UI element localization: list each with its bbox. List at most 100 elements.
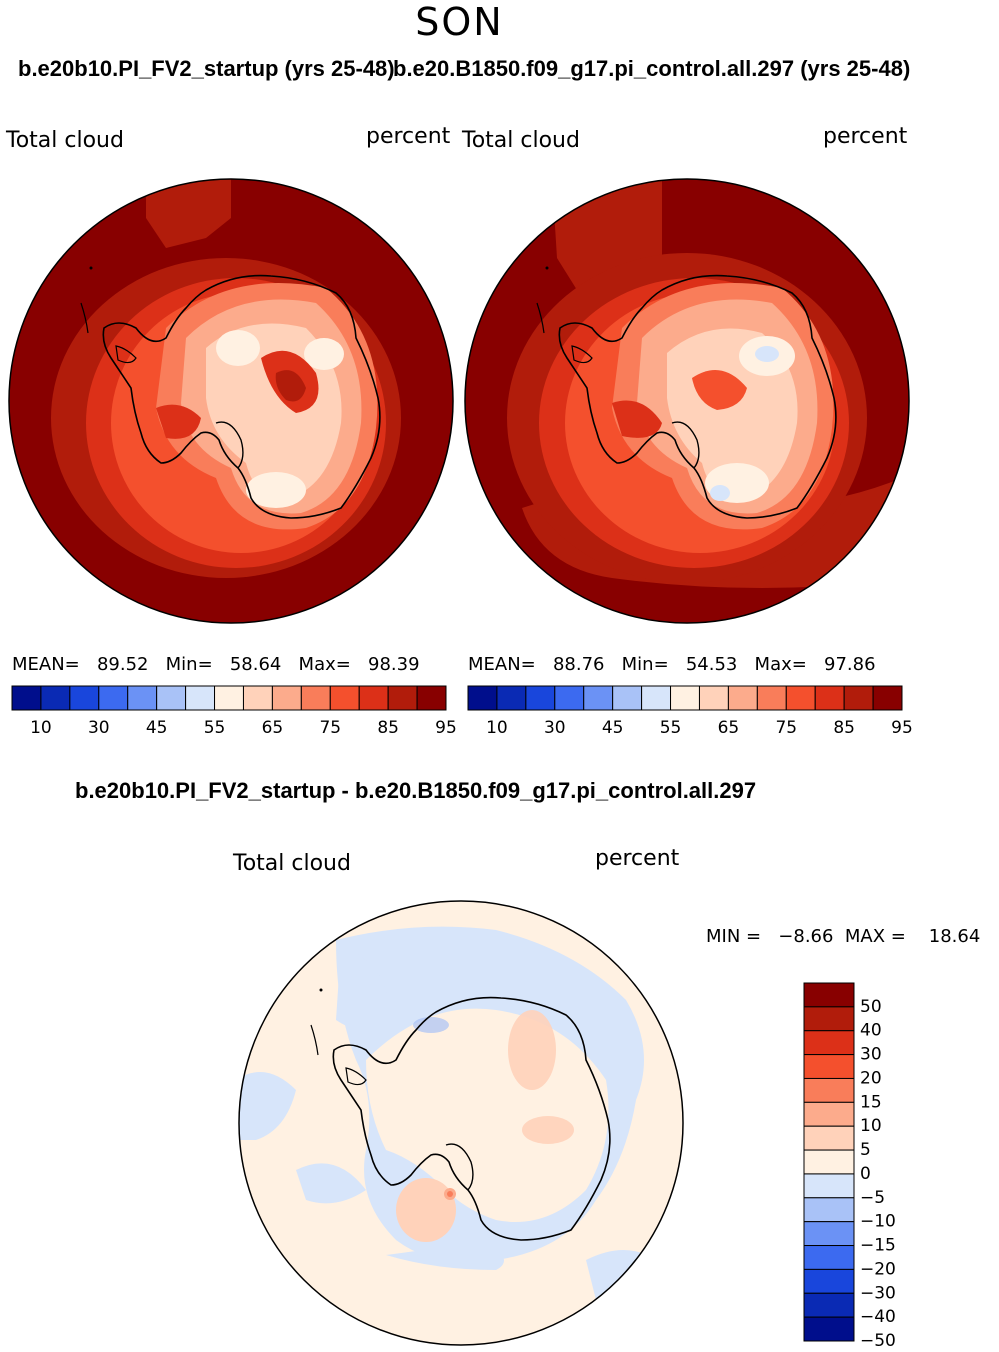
colorbar-left-tick-label: 75 <box>319 718 341 738</box>
colorbar-diff-tick-label: 20 <box>860 1068 882 1088</box>
colorbar-left-tick-label: 10 <box>30 718 52 738</box>
right-mean-value: 88.76 <box>552 654 605 675</box>
colorbar-right-ticks: 10 30 45 55 65 75 85 95 <box>486 718 913 738</box>
left-min-value: 58.64 <box>229 654 282 675</box>
left-min-label: Min= <box>165 654 213 675</box>
colorbar-left-tick-label: 95 <box>435 718 457 738</box>
colorbar-left-tick-label: 55 <box>204 718 226 738</box>
colorbar-diff-tick-label: 5 <box>860 1140 871 1160</box>
colorbar-diff-swatch <box>803 1197 855 1223</box>
colorbar-diff-tick-label: −10 <box>860 1212 896 1232</box>
season-title: SON <box>415 0 504 44</box>
colorbar-diff-swatch <box>803 1006 855 1032</box>
colorbar-left-swatch <box>156 685 187 711</box>
colorbar-diff-tick-label: 10 <box>860 1116 882 1136</box>
colorbar-diff-tick-label: −5 <box>860 1188 885 1208</box>
colorbar-right-swatch <box>467 685 498 711</box>
colorbar-diff-swatch <box>803 1030 855 1056</box>
diff-min-value: −8.66 <box>778 926 834 947</box>
colorbar-diff-swatch <box>803 1292 855 1318</box>
colorbar-left-swatch <box>242 685 273 711</box>
colorbar-right-swatch <box>727 685 758 711</box>
panel-left-variable: Total cloud <box>6 128 124 153</box>
colorbar-right-swatch <box>843 685 874 711</box>
colorbar-left-ticks: 10 30 45 55 65 75 85 95 <box>30 718 457 738</box>
colorbar-diff-swatch <box>803 1077 855 1103</box>
colorbar-left-swatch <box>127 685 158 711</box>
colorbar-diff-swatch <box>803 1149 855 1175</box>
colorbar-diff-tick-label: 15 <box>860 1092 882 1112</box>
diff-minmax: MIN = −8.66 MAX = 18.64 <box>706 926 980 947</box>
colorbar-left-swatch <box>69 685 100 711</box>
colorbar-diff-swatch <box>803 982 855 1008</box>
colorbar-diff-tick-label: 50 <box>860 997 882 1017</box>
colorbar-right-swatch <box>785 685 816 711</box>
left-max-value: 98.39 <box>368 654 420 675</box>
colorbar-diff-swatch <box>803 1173 855 1199</box>
colorbar-diff-tick-label: −50 <box>860 1331 896 1351</box>
colorbar-left-tick-label: 85 <box>377 718 399 738</box>
panel-right-title: b.e20.B1850.f09_g17.pi_control.all.297 (… <box>393 56 911 81</box>
colorbar-left-swatch <box>98 685 129 711</box>
colorbar-left-swatch <box>329 685 360 711</box>
colorbar-right-swatch <box>583 685 614 711</box>
colorbar-right-swatch <box>525 685 556 711</box>
colorbar-right-swatch <box>554 685 585 711</box>
colorbar-diff-tick-label: −40 <box>860 1307 896 1327</box>
colorbar-right-tick-label: 30 <box>544 718 566 738</box>
colorbar-right-tick-label: 55 <box>660 718 682 738</box>
colorbar-diff-swatch <box>803 1221 855 1247</box>
colorbar-left-tick-label: 30 <box>88 718 110 738</box>
diff-max-label: MAX = <box>844 926 906 947</box>
colorbar-left-swatch <box>214 685 244 711</box>
colorbar-right-swatch <box>872 685 903 711</box>
right-min-value: 54.53 <box>685 654 738 675</box>
colorbar-diff-swatch <box>803 1125 855 1151</box>
right-max-label: Max= <box>754 654 807 675</box>
colorbar-left-swatch <box>358 685 389 711</box>
colorbar-left <box>11 685 447 711</box>
colorbar-diff-swatch <box>803 1245 855 1270</box>
colorbar-left-tick-label: 45 <box>146 718 168 738</box>
panel-right-variable: Total cloud <box>462 128 580 153</box>
colorbar-right-tick-label: 45 <box>602 718 624 738</box>
colorbar-left-swatch <box>40 685 71 711</box>
left-max-label: Max= <box>298 654 351 675</box>
colorbar-right-tick-label: 95 <box>891 718 913 738</box>
colorbar-diff-swatch <box>803 1054 855 1079</box>
colorbar-right-tick-label: 85 <box>833 718 855 738</box>
map-left <box>8 178 454 624</box>
colorbar-right-swatch <box>641 685 672 711</box>
diff-max-value: 18.64 <box>928 926 981 947</box>
right-mean-label: MEAN= <box>468 654 536 675</box>
panel-right-units: percent <box>823 124 908 149</box>
colorbar-diff-tick-label: 30 <box>860 1045 882 1065</box>
colorbar-right-swatch <box>496 685 527 711</box>
colorbar-diff-tick-label: −20 <box>860 1259 896 1279</box>
colorbar-right-swatch <box>670 685 700 711</box>
colorbar-left-swatch <box>416 685 447 711</box>
diff-units: percent <box>595 846 680 871</box>
colorbar-diff-swatch <box>803 1101 855 1127</box>
diff-title: b.e20b10.PI_FV2_startup - b.e20.B1850.f0… <box>75 778 757 803</box>
left-mean-label: MEAN= <box>12 654 80 675</box>
diff-min-label: MIN = <box>706 926 762 947</box>
panel-left-title: b.e20b10.PI_FV2_startup (yrs 25-48) <box>18 56 395 81</box>
colorbar-diff-tick-label: −30 <box>860 1283 896 1303</box>
colorbar-left-swatch <box>300 685 331 711</box>
right-min-label: Min= <box>621 654 669 675</box>
colorbar-left-swatch <box>387 685 418 711</box>
colorbar-diff-tick-label: 0 <box>860 1164 871 1184</box>
colorbar-diff-tick-label: −15 <box>860 1236 896 1256</box>
colorbar-left-swatch <box>271 685 302 711</box>
colorbar-right-tick-label: 75 <box>775 718 797 738</box>
map-right <box>464 178 910 624</box>
diff-variable: Total cloud <box>233 851 351 876</box>
colorbar-diff <box>803 982 855 1342</box>
panel-left-stats: MEAN= 89.52 Min= 58.64 Max= 98.39 <box>12 654 420 675</box>
colorbar-left-swatch <box>185 685 216 711</box>
right-max-value: 97.86 <box>824 654 876 675</box>
colorbar-left-swatch <box>11 685 42 711</box>
left-mean-value: 89.52 <box>96 654 149 675</box>
